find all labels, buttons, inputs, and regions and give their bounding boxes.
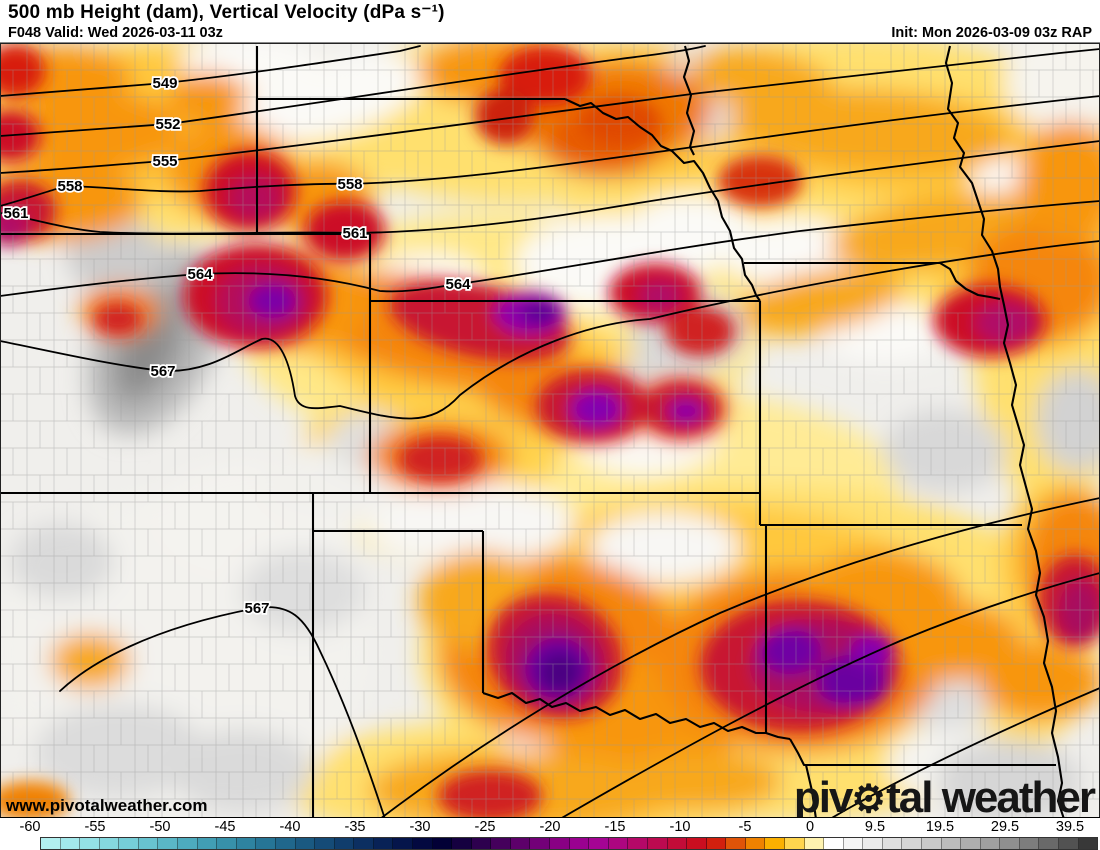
colorbar-cell (1039, 838, 1060, 849)
watermark-url: www.pivotalweather.com (6, 796, 208, 815)
contour-label: 555 (152, 153, 177, 170)
colorbar-tick-label: -10 (669, 819, 691, 835)
contour-label: 558 (57, 178, 82, 195)
contour-label: 564 (187, 266, 213, 283)
colorbar-cell (843, 838, 864, 849)
colorbar-cell (941, 838, 962, 849)
colorbar-cell (961, 838, 981, 849)
colorbar-cell (197, 838, 218, 849)
colorbar-tick-label: -40 (279, 819, 301, 835)
colorbar-tick-label: -15 (604, 819, 626, 835)
colorbar-cell (902, 838, 923, 849)
colorbar-tick-label: 0 (805, 819, 815, 835)
colorbar-tick-label: -30 (409, 819, 431, 835)
colorbar-tick-label: -45 (214, 819, 236, 835)
map-canvas[interactable]: 549 552 555 558 558 561 561 564 564 567 567 www.pi… (0, 42, 1100, 818)
colorbar-cell (882, 838, 903, 849)
contour-label: 564 (445, 276, 471, 293)
colorbar-cell (667, 838, 688, 849)
colorbar-cell (608, 838, 629, 849)
colorbar-cell (765, 838, 785, 849)
page-title: 500 mb Height (dam), Vertical Velocity (… (8, 2, 445, 23)
colorbar-cell (706, 838, 727, 849)
colorbar-cell (510, 838, 531, 849)
map-svg: 549 552 555 558 558 561 561 564 564 567 567 (0, 43, 1100, 817)
colorbar-cell (863, 838, 883, 849)
colorbar-cell (784, 838, 805, 849)
colorbar-cell (315, 838, 335, 849)
colorbar-cell (647, 838, 668, 849)
colorbar: -60 -55 -50 -45 -40 -35 -30 -25 -20 -15 -10 -5 0 9.5 1… (0, 818, 1100, 850)
colorbar-tick-label: 19.5 (925, 819, 955, 835)
colorbar-tick-label: -20 (539, 819, 561, 835)
colorbar-cell (922, 838, 942, 849)
colorbar-cell (295, 838, 316, 849)
colorbar-cell (275, 838, 296, 849)
contour-label: 561 (3, 205, 28, 222)
colorbar-cell (452, 838, 472, 849)
colorbar-cell (41, 838, 61, 849)
colorbar-cell (393, 838, 413, 849)
colorbar-cell (550, 838, 570, 849)
colorbar-cell (119, 838, 139, 849)
colorbar-tick-label: -50 (149, 819, 171, 835)
colorbar-cell (745, 838, 766, 849)
colorbar-tick-label: 9.5 (864, 819, 886, 835)
colorbar-cell (530, 838, 551, 849)
colorbar-cell (178, 838, 198, 849)
colorbar-ticks: -60 -55 -50 -45 -40 -35 -30 -25 -20 -15 -10 -5 0 9.5 1… (0, 818, 1100, 835)
colorbar-cell (1000, 838, 1020, 849)
colorbar-tick-label: -55 (84, 819, 106, 835)
colorbar-tick-label: -35 (344, 819, 366, 835)
colorbar-cell (1019, 838, 1040, 849)
colorbar-cell (217, 838, 237, 849)
colorbar-cell (80, 838, 100, 849)
colorbar-tick-label: 39.5 (1055, 819, 1085, 835)
colorbar-cell (60, 838, 81, 849)
init-time-label: Init: Mon 2026-03-09 03z RAP (891, 25, 1092, 41)
contour-label: 567 (244, 600, 269, 617)
colorbar-cell (628, 838, 648, 849)
colorbar-cell (1059, 838, 1079, 849)
colorbar-cell (726, 838, 746, 849)
contour-label: 567 (150, 363, 175, 380)
forecast-valid-label: F048 Valid: Wed 2026-03-11 03z (8, 25, 223, 41)
colorbar-scale (40, 837, 1098, 850)
logo-text-pre: piv (793, 773, 854, 818)
colorbar-cell (804, 838, 825, 849)
colorbar-cell (1078, 838, 1098, 849)
colorbar-tick-label: -25 (474, 819, 496, 835)
colorbar-cell (687, 838, 707, 849)
colorbar-cell (412, 838, 433, 849)
colorbar-cell (334, 838, 355, 849)
colorbar-cell (354, 838, 374, 849)
colorbar-cell (99, 838, 120, 849)
gear-icon: ⚙ (851, 778, 887, 818)
colorbar-cell (236, 838, 257, 849)
colorbar-cell (491, 838, 511, 849)
pivotal-weather-logo: piv⚙tal weather (793, 773, 1096, 818)
colorbar-cell (569, 838, 590, 849)
colorbar-tick-label: -5 (738, 819, 752, 835)
colorbar-cell (256, 838, 276, 849)
colorbar-cell (138, 838, 159, 849)
colorbar-cell (824, 838, 844, 849)
colorbar-cell (373, 838, 394, 849)
logo-text-post: tal weather (886, 773, 1096, 818)
header: 500 mb Height (dam), Vertical Velocity (… (0, 0, 1100, 42)
colorbar-tick-label: 29.5 (990, 819, 1020, 835)
contour-label: 552 (155, 116, 180, 133)
contour-label: 558 (337, 176, 362, 193)
colorbar-cell (158, 838, 179, 849)
colorbar-cell (471, 838, 492, 849)
colorbar-cell (980, 838, 1001, 849)
colorbar-tick-label: -60 (19, 819, 41, 835)
colorbar-cell (589, 838, 609, 849)
colorbar-cell (432, 838, 453, 849)
contour-label: 549 (152, 75, 177, 92)
contour-label: 561 (342, 225, 367, 242)
